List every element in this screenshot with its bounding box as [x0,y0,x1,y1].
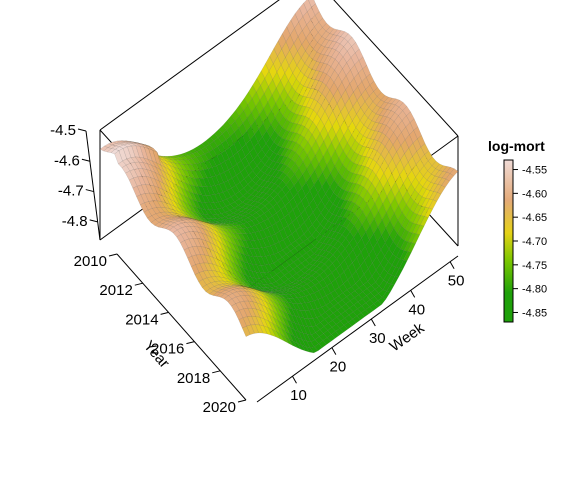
week-tick [292,376,296,383]
week-axis-title: Week [387,319,428,355]
week-tick [332,348,336,355]
colorbar-tick-label: -4.65 [522,212,547,224]
year-tick-label: 2020 [203,399,236,416]
week-tick-label: 50 [448,273,465,290]
z-tick [82,159,90,161]
year-tick [186,342,194,344]
year-tick-label: 2014 [125,311,158,328]
year-tick [161,312,169,314]
week-tick-label: 20 [330,359,347,376]
z-tick [90,220,98,222]
z-axis: -4.5 -4.6 -4.7 -4.8 [50,122,100,240]
colorbar-tick-label: -4.80 [522,284,547,296]
week-tick [450,262,454,269]
year-tick-label: 2018 [177,370,210,387]
z-tick [78,129,86,131]
z-tick-label: -4.5 [50,122,76,139]
year-tick-label: 2012 [99,282,132,299]
colorbar-tick-label: -4.70 [522,236,547,248]
year-tick-label: 2010 [74,253,107,270]
year-tick [109,254,117,256]
colorbar-tick-label: -4.85 [522,307,547,319]
colorbar-tick-label: -4.55 [522,165,547,177]
z-tick-label: -4.7 [58,183,84,200]
z-tick-label: -4.8 [62,213,88,230]
week-tick-label: 40 [408,301,425,318]
colorbar: log-mort -4.55 -4.60 -4.65 -4.70 -4.75 -4.80 -… [488,138,547,322]
colorbar-title: log-mort [488,138,545,154]
z-axis-line [86,131,100,240]
surface-mesh [100,0,458,353]
year-tick [135,283,143,285]
year-tick [212,371,220,373]
week-tick-label: 10 [290,387,307,404]
z-tick [86,190,94,192]
week-tick-label: 30 [369,330,386,347]
colorbar-gradient [504,160,513,322]
colorbar-tick-label: -4.60 [522,188,547,200]
week-tick [411,290,415,297]
z-tick-label: -4.6 [54,152,80,169]
colorbar-tick-label: -4.75 [522,260,547,272]
year-tick [238,400,246,402]
week-tick [371,319,375,326]
